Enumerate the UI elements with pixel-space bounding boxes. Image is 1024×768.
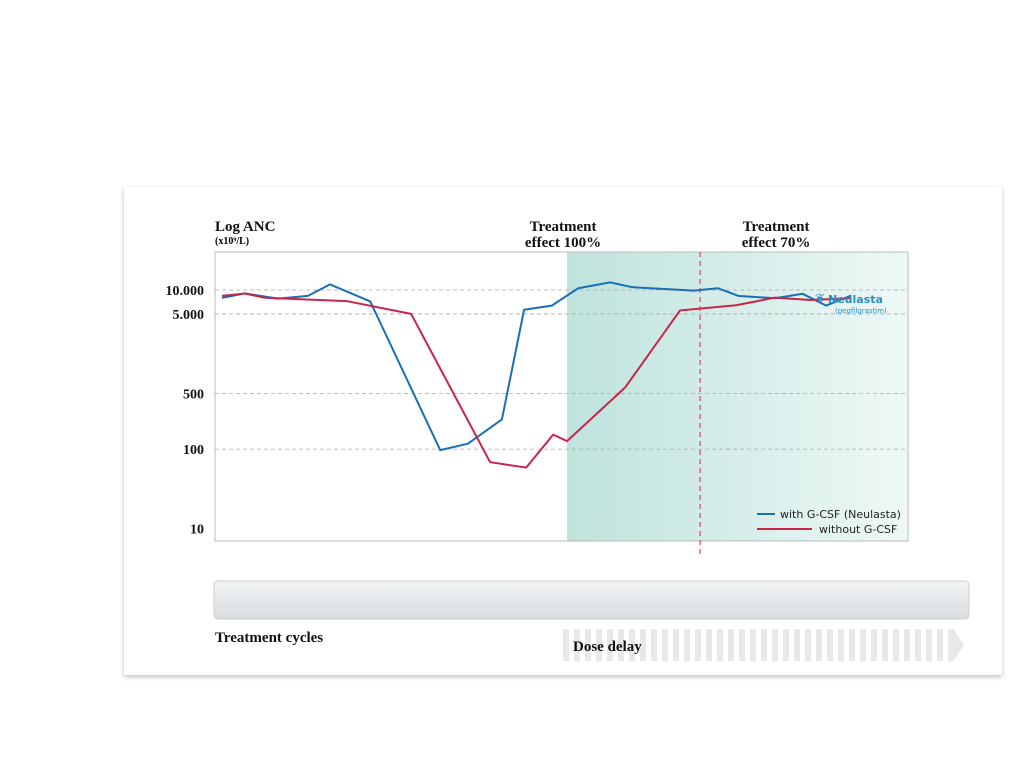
stripe — [772, 629, 778, 661]
stripe — [651, 629, 657, 661]
stripe — [761, 629, 767, 661]
plot-frame — [214, 251, 909, 542]
stripe — [662, 629, 668, 661]
y-axis-unit: (x10⁹/L) — [215, 236, 249, 247]
y-tick-label: 500 — [183, 387, 204, 402]
stripe — [585, 629, 591, 661]
stripe — [717, 629, 723, 661]
cycles-bar — [213, 580, 970, 620]
annotation: effect 100% — [525, 235, 601, 251]
stripe — [849, 629, 855, 661]
stripe — [827, 629, 833, 661]
stripe — [739, 629, 745, 661]
stripe — [915, 629, 921, 661]
logo-sub: (pegfilgrastim) — [835, 307, 887, 315]
series-line — [221, 281, 852, 452]
stripe — [618, 629, 624, 661]
stripe — [684, 629, 690, 661]
stripe — [948, 629, 954, 661]
y-tick-label: 10 — [190, 523, 204, 538]
legend-label: with G-CSF (Neulasta) — [780, 508, 901, 521]
legend-label: without G-CSF — [819, 523, 897, 536]
stripe — [783, 629, 789, 661]
stripe — [706, 629, 712, 661]
y-tick-label: 10.000 — [166, 284, 205, 299]
stripe — [904, 629, 910, 661]
dose-delay-label: Dose delay — [573, 639, 642, 655]
cycles-label: Treatment cycles — [215, 630, 323, 646]
stripe — [695, 629, 701, 661]
stripe — [640, 629, 646, 661]
stripe — [629, 629, 635, 661]
stripe — [728, 629, 734, 661]
y-tick-label: 5.000 — [173, 308, 205, 323]
stripe — [596, 629, 602, 661]
annotation: Treatment — [530, 219, 597, 235]
stripe — [882, 629, 888, 661]
logo-name: Neulasta — [828, 293, 883, 306]
arrow-head — [953, 629, 964, 661]
stripe — [563, 629, 569, 661]
stripe — [794, 629, 800, 661]
series-line — [221, 292, 850, 469]
stripe — [816, 629, 822, 661]
logo-icon: ❦ — [815, 291, 825, 305]
y-tick-label: 100 — [183, 443, 204, 458]
stripe — [750, 629, 756, 661]
stripe — [805, 629, 811, 661]
plot — [214, 251, 909, 555]
annotation: effect 70% — [742, 235, 811, 251]
stripe — [860, 629, 866, 661]
stripe — [574, 629, 580, 661]
stripe — [838, 629, 844, 661]
stripe — [893, 629, 899, 661]
y-axis-label: Log ANC — [215, 219, 275, 235]
dose-delay-arrow — [563, 629, 964, 661]
stripe — [871, 629, 877, 661]
stripe — [937, 629, 943, 661]
stripe — [673, 629, 679, 661]
stripe — [607, 629, 613, 661]
annotation: Treatment — [743, 219, 810, 235]
stripe — [926, 629, 932, 661]
treatment-region — [567, 252, 908, 541]
